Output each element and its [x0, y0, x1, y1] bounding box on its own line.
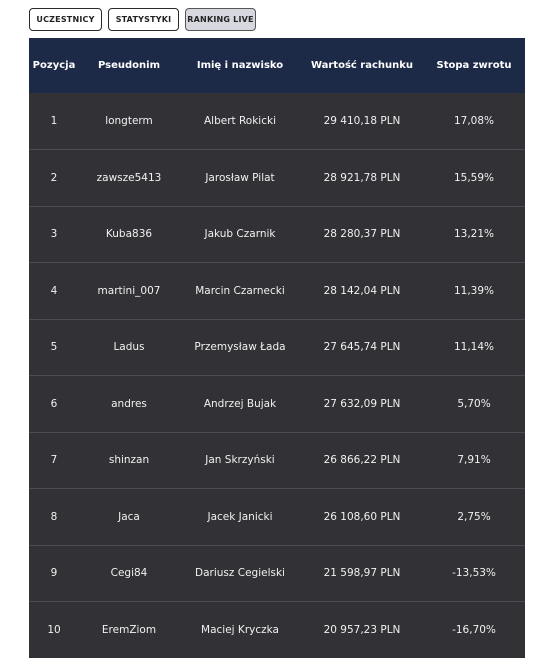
cell-position: 7	[29, 431, 79, 489]
tab-bar: UCZESTNICY STATYSTYKI RANKING LIVE	[29, 8, 256, 31]
table-row: 8 Jaca Jacek Janicki 26 108,60 PLN 2,75%	[29, 488, 525, 545]
cell-position: 3	[29, 205, 79, 263]
cell-return-rate: 5,70%	[423, 375, 525, 432]
cell-full-name: Maciej Kryczka	[179, 601, 301, 658]
cell-return-rate: 13,21%	[423, 205, 525, 263]
table-row: 9 Cegi84 Dariusz Cegielski 21 598,97 PLN…	[29, 544, 525, 602]
cell-return-rate: 17,08%	[453, 115, 495, 127]
cell-return-rate: 11,39%	[423, 262, 525, 319]
cell-position: 4	[29, 262, 79, 319]
table-header-row: Pozycja Pseudonim Imię i nazwisko Wartoś…	[29, 38, 525, 93]
header-position: Pozycja	[32, 60, 76, 71]
cell-full-name: Albert Rokicki	[203, 115, 276, 127]
cell-return-rate: -16,70%	[423, 601, 525, 658]
table-row: 10 EremZiom Maciej Kryczka 20 957,23 PLN…	[29, 601, 525, 658]
cell-account-value: 29 410,18 PLN	[323, 115, 401, 127]
cell-account-value: 21 598,97 PLN	[301, 544, 423, 602]
cell-return-rate: 7,91%	[423, 431, 525, 489]
cell-return-rate: 11,14%	[423, 318, 525, 376]
ranking-table: Pozycja Pseudonim Imię i nazwisko Wartoś…	[29, 38, 525, 658]
cell-position: 5	[29, 318, 79, 376]
table-row: 1 longterm Albert Rokicki 29 410,18 PLN …	[29, 93, 525, 150]
cell-return-rate: 2,75%	[423, 488, 525, 545]
tab-statystyki[interactable]: STATYSTYKI	[108, 8, 179, 31]
cell-full-name: Jacek Janicki	[179, 488, 301, 545]
tab-ranking-live[interactable]: RANKING LIVE	[185, 8, 256, 31]
cell-account-value: 27 632,09 PLN	[301, 375, 423, 432]
cell-full-name: Przemysław Łada	[179, 318, 301, 376]
cell-nickname: Jaca	[79, 488, 179, 545]
cell-nickname: EremZiom	[79, 601, 179, 658]
cell-return-rate: -13,53%	[423, 544, 525, 602]
cell-nickname: Kuba836	[79, 205, 179, 263]
cell-account-value: 20 957,23 PLN	[301, 601, 423, 658]
cell-nickname: Ladus	[79, 318, 179, 376]
cell-return-rate: 15,59%	[423, 149, 525, 206]
table-row: 6 andres Andrzej Bujak 27 632,09 PLN 5,7…	[29, 375, 525, 432]
cell-full-name: Jakub Czarnik	[179, 205, 301, 263]
cell-account-value: 28 142,04 PLN	[301, 262, 423, 319]
cell-account-value: 28 280,37 PLN	[301, 205, 423, 263]
table-row: 2 zawsze5413 Jarosław Pilat 28 921,78 PL…	[29, 149, 525, 206]
cell-position: 10	[29, 601, 79, 658]
cell-account-value: 26 108,60 PLN	[301, 488, 423, 545]
cell-full-name: Marcin Czarnecki	[179, 262, 301, 319]
cell-position: 6	[29, 375, 79, 432]
cell-position: 9	[29, 544, 79, 602]
table-row: 7 shinzan Jan Skrzyński 26 866,22 PLN 7,…	[29, 431, 525, 489]
header-account-value: Wartość rachunku	[310, 60, 414, 71]
cell-full-name: Andrzej Bujak	[179, 375, 301, 432]
table-row: 3 Kuba836 Jakub Czarnik 28 280,37 PLN 13…	[29, 205, 525, 263]
cell-full-name: Dariusz Cegielski	[179, 544, 301, 602]
cell-nickname: martini_007	[79, 262, 179, 319]
cell-nickname: shinzan	[79, 431, 179, 489]
cell-nickname: andres	[79, 375, 179, 432]
cell-full-name: Jarosław Pilat	[179, 149, 301, 206]
table-row: 5 Ladus Przemysław Łada 27 645,74 PLN 11…	[29, 318, 525, 376]
cell-full-name: Jan Skrzyński	[179, 431, 301, 489]
cell-account-value: 27 645,74 PLN	[301, 318, 423, 376]
cell-position: 2	[29, 149, 79, 206]
header-nickname: Pseudonim	[97, 60, 160, 71]
cell-nickname: Cegi84	[79, 544, 179, 602]
cell-account-value: 28 921,78 PLN	[301, 149, 423, 206]
tab-uczestnicy[interactable]: UCZESTNICY	[29, 8, 102, 31]
header-full-name: Imię i nazwisko	[196, 60, 284, 71]
header-return-rate: Stopa zwrotu	[436, 60, 512, 71]
cell-nickname: longterm	[105, 115, 153, 127]
cell-position: 8	[29, 488, 79, 545]
table-row: 4 martini_007 Marcin Czarnecki 28 142,04…	[29, 262, 525, 319]
cell-position: 1	[50, 115, 58, 127]
cell-account-value: 26 866,22 PLN	[301, 431, 423, 489]
cell-nickname: zawsze5413	[79, 149, 179, 206]
